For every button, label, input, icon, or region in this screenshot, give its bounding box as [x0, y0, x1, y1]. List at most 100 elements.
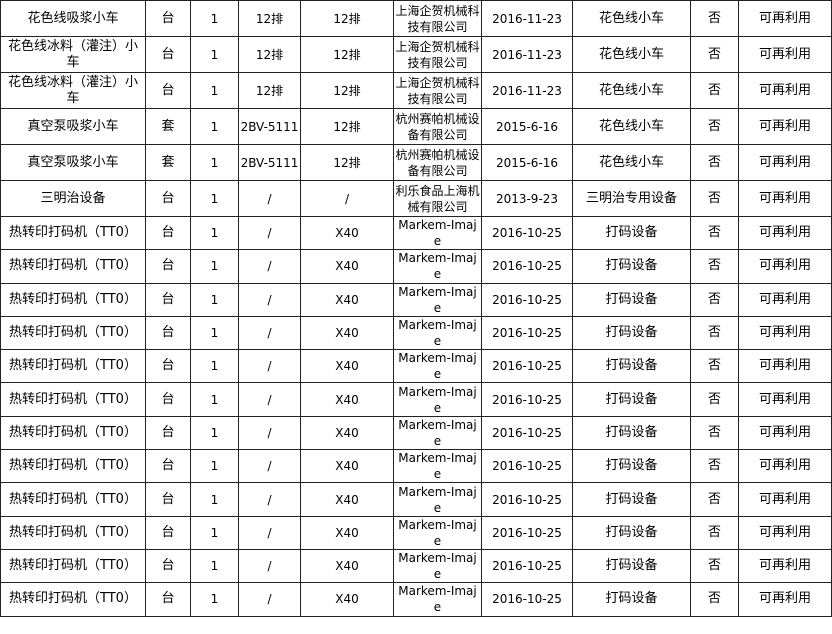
status-cell: 可再利用 [738, 548, 832, 584]
flag-cell: 否 [690, 36, 739, 73]
manufacturer-cell: 杭州赛帕机械设备有限公司 [393, 108, 482, 145]
unit-cell: 台 [145, 349, 191, 384]
unit-cell: 台 [145, 0, 191, 37]
quantity-cell: 1 [190, 282, 239, 317]
name-cell: 花色线吸浆小车 [0, 0, 146, 37]
quantity-cell: 1 [190, 0, 239, 37]
date-cell: 2016-11-23 [481, 36, 573, 73]
table-row: 热转印打码机（TT0）台 1/X40 Markem-Imaje 2016-10-25 打… [0, 382, 832, 417]
status-cell: 可再利用 [738, 449, 832, 484]
table-row: 热转印打码机（TT0）台 1/X40 Markem-Imaje 2016-10-25 打… [0, 582, 832, 617]
name-cell: 花色线冰料（灌注）小车 [0, 36, 146, 73]
name-cell: 热转印打码机（TT0） [0, 282, 146, 317]
date-cell: 2016-10-25 [481, 449, 573, 484]
manufacturer-cell: Markem-Imaje [393, 315, 482, 351]
table-row: 花色线冰料（灌注）小车台 1 12排 12排 上海企贺机械科技有限公司 2016-11-2… [0, 36, 832, 73]
flag-cell: 否 [690, 180, 739, 217]
date-cell: 2016-10-25 [481, 515, 573, 550]
status-cell: 可再利用 [738, 72, 832, 109]
spec-cell: 12排 [300, 144, 394, 181]
flag-cell: 否 [690, 548, 739, 584]
name-cell: 三明治设备 [0, 180, 146, 217]
name-cell: 热转印打码机（TT0） [0, 382, 146, 417]
category-cell: 打码设备 [572, 349, 691, 384]
status-cell: 可再利用 [738, 415, 832, 451]
unit-cell: 台 [145, 215, 191, 251]
model-cell: / [238, 515, 301, 550]
manufacturer-cell: Markem-Imaje [393, 548, 482, 584]
manufacturer-cell: Markem-Imaje [393, 215, 482, 251]
model-cell: / [238, 315, 301, 351]
name-cell: 热转印打码机（TT0） [0, 315, 146, 351]
status-cell: 可再利用 [738, 215, 832, 251]
table-body: 花色线吸浆小车台 1 12排 12排 上海企贺机械科技有限公司 2016-11-23 花色线… [0, 0, 832, 617]
flag-cell: 否 [690, 382, 739, 417]
spec-cell: X40 [300, 215, 394, 251]
date-cell: 2016-10-25 [481, 415, 573, 451]
unit-cell: 台 [145, 482, 191, 517]
category-cell: 打码设备 [572, 382, 691, 417]
date-cell: 2016-10-25 [481, 582, 573, 617]
flag-cell: 否 [690, 108, 739, 145]
category-cell: 打码设备 [572, 582, 691, 617]
manufacturer-cell: Markem-Imaje [393, 282, 482, 317]
quantity-cell: 1 [190, 415, 239, 451]
unit-cell: 台 [145, 282, 191, 317]
model-cell: / [238, 249, 301, 284]
unit-cell: 台 [145, 180, 191, 217]
spec-cell: X40 [300, 449, 394, 484]
manufacturer-cell: Markem-Imaje [393, 449, 482, 484]
flag-cell: 否 [690, 349, 739, 384]
unit-cell: 台 [145, 249, 191, 284]
category-cell: 打码设备 [572, 449, 691, 484]
category-cell: 打码设备 [572, 482, 691, 517]
name-cell: 热转印打码机（TT0） [0, 449, 146, 484]
model-cell: 2BV-5111 [238, 108, 301, 145]
category-cell: 打码设备 [572, 315, 691, 351]
model-cell: 12排 [238, 36, 301, 73]
date-cell: 2016-10-25 [481, 482, 573, 517]
table-row: 热转印打码机（TT0）台 1/X40 Markem-Imaje 2016-10-25 打… [0, 482, 832, 517]
category-cell: 打码设备 [572, 215, 691, 251]
status-cell: 可再利用 [738, 382, 832, 417]
spec-cell: 12排 [300, 108, 394, 145]
name-cell: 热转印打码机（TT0） [0, 349, 146, 384]
table-row: 热转印打码机（TT0）台 1/X40 Markem-Imaje 2016-10-25 打… [0, 548, 832, 584]
unit-cell: 台 [145, 548, 191, 584]
status-cell: 可再利用 [738, 282, 832, 317]
spec-cell: X40 [300, 515, 394, 550]
model-cell: / [238, 582, 301, 617]
date-cell: 2016-10-25 [481, 249, 573, 284]
name-cell: 热转印打码机（TT0） [0, 215, 146, 251]
category-cell: 打码设备 [572, 415, 691, 451]
date-cell: 2016-11-23 [481, 72, 573, 109]
quantity-cell: 1 [190, 249, 239, 284]
date-cell: 2013-9-23 [481, 180, 573, 217]
model-cell: / [238, 449, 301, 484]
category-cell: 打码设备 [572, 249, 691, 284]
model-cell: / [238, 415, 301, 451]
manufacturer-cell: Markem-Imaje [393, 382, 482, 417]
status-cell: 可再利用 [738, 108, 832, 145]
quantity-cell: 1 [190, 36, 239, 73]
model-cell: 12排 [238, 0, 301, 37]
table-row: 三明治设备台 1// 利乐食品上海机械有限公司 2013-9-23 三明治专用设备否可再… [0, 180, 832, 217]
name-cell: 热转印打码机（TT0） [0, 515, 146, 550]
spec-cell: X40 [300, 249, 394, 284]
manufacturer-cell: Markem-Imaje [393, 415, 482, 451]
category-cell: 打码设备 [572, 515, 691, 550]
unit-cell: 台 [145, 315, 191, 351]
date-cell: 2016-10-25 [481, 382, 573, 417]
quantity-cell: 1 [190, 315, 239, 351]
status-cell: 可再利用 [738, 482, 832, 517]
spec-cell: / [300, 180, 394, 217]
spec-cell: X40 [300, 582, 394, 617]
quantity-cell: 1 [190, 180, 239, 217]
model-cell: 2BV-5111 [238, 144, 301, 181]
manufacturer-cell: 上海企贺机械科技有限公司 [393, 36, 482, 73]
table-row: 热转印打码机（TT0）台 1/X40 Markem-Imaje 2016-10-25 打… [0, 249, 832, 284]
unit-cell: 台 [145, 382, 191, 417]
table-row: 真空泵吸浆小车套 1 2BV-5111 12排 杭州赛帕机械设备有限公司 2015-6-1… [0, 144, 832, 181]
quantity-cell: 1 [190, 215, 239, 251]
quantity-cell: 1 [190, 349, 239, 384]
